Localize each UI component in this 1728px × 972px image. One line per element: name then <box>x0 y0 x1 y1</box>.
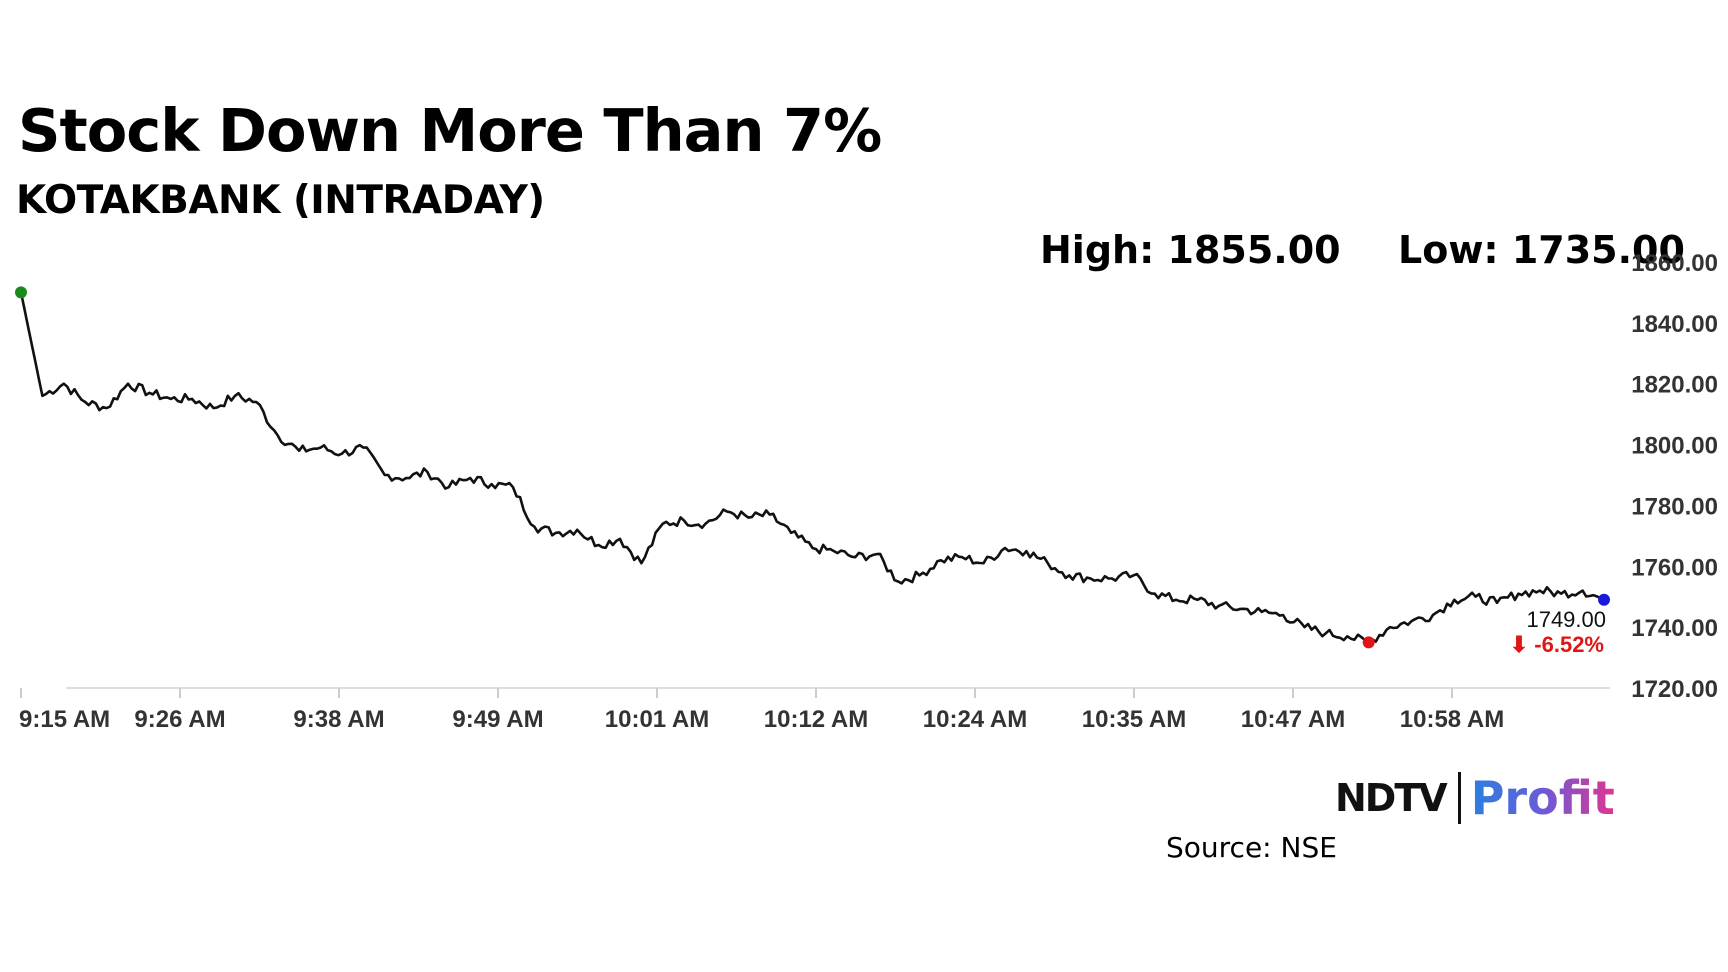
high-stat: High: 1855.00 <box>1040 228 1341 272</box>
y-tick-label: 1780.00 <box>1631 493 1718 520</box>
y-tick-label: 1720.00 <box>1631 676 1718 703</box>
x-tick-label: 9:38 AM <box>293 706 384 733</box>
low-stat: Low: 1735.00 <box>1398 228 1685 272</box>
x-tick-label: 9:26 AM <box>134 706 225 733</box>
price-series <box>19 292 1605 644</box>
x-tick-label: 9:49 AM <box>452 706 543 733</box>
ndtv-profit-logo: NDTV Profit <box>1335 770 1615 826</box>
chart-title: Stock Down More Than 7% <box>18 96 882 165</box>
open-price-marker <box>15 286 27 299</box>
price-line <box>19 292 1605 644</box>
x-tick-label: 10:12 AM <box>764 706 868 733</box>
y-tick-label: 1800.00 <box>1631 433 1718 460</box>
last-price-change: ⬇ -6.52% <box>1510 632 1604 657</box>
x-tick-label: 10:24 AM <box>923 706 1027 733</box>
y-tick-label: 1760.00 <box>1631 554 1718 581</box>
x-tick-label: 10:01 AM <box>605 706 709 733</box>
brand-separator <box>1457 772 1461 824</box>
x-tick-label: 10:47 AM <box>1241 706 1345 733</box>
y-tick-label: 1740.00 <box>1631 615 1718 642</box>
price-markers <box>15 286 1610 649</box>
y-tick-label: 1840.00 <box>1631 311 1718 338</box>
chart-subtitle: KOTAKBANK (INTRADAY) <box>16 178 545 223</box>
last-price-marker <box>1598 593 1610 606</box>
day-low-marker <box>1362 636 1375 649</box>
y-tick-label: 1860.00 <box>1631 250 1718 277</box>
y-axis: 1860.00 1840.00 1820.00 1800.00 1780.00 1760.… <box>1631 250 1718 703</box>
x-axis: 9:15 AM 9:26 AM 9:38 AM 9:49 AM 10:01 AM 10:1… <box>19 687 1610 733</box>
x-tick-label: 9:15 AM <box>19 706 110 733</box>
brand-ndtv: NDTV <box>1335 776 1448 820</box>
x-tick-label: 10:58 AM <box>1400 706 1504 733</box>
x-tick-label: 10:35 AM <box>1082 706 1186 733</box>
last-price-label: 1749.00⬇ -6.52% <box>1510 607 1606 657</box>
brand-profit: Profit <box>1470 771 1615 825</box>
source-note: Source: NSE <box>1166 831 1337 864</box>
y-tick-label: 1820.00 <box>1631 372 1718 399</box>
last-price-value: 1749.00 <box>1526 607 1606 632</box>
